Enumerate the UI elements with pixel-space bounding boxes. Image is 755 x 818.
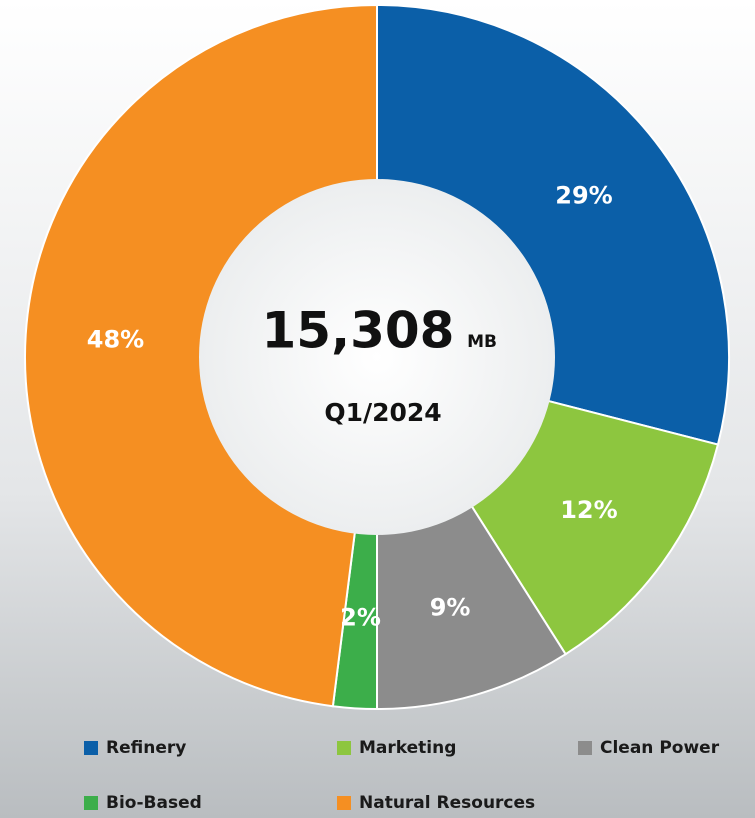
legend-swatch — [337, 741, 351, 755]
legend-swatch — [84, 796, 98, 810]
donut-hole — [199, 179, 555, 535]
slice-label: 9% — [430, 594, 471, 622]
slice-label: 12% — [560, 496, 617, 524]
legend-label: Natural Resources — [359, 793, 535, 813]
slice-label: 2% — [340, 603, 381, 631]
legend-swatch — [84, 741, 98, 755]
legend-label: Refinery — [106, 738, 186, 758]
slice-label: 29% — [555, 181, 612, 209]
center-unit: MB — [467, 332, 497, 352]
legend-label: Clean Power — [600, 738, 720, 758]
legend-label: Marketing — [359, 738, 456, 758]
center-value: 15,308 — [262, 302, 455, 360]
legend-swatch — [578, 741, 592, 755]
period: Q1/2024 — [324, 398, 441, 427]
legend-swatch — [337, 796, 351, 810]
slice-label: 48% — [87, 326, 144, 354]
legend-label: Bio-Based — [106, 793, 202, 813]
